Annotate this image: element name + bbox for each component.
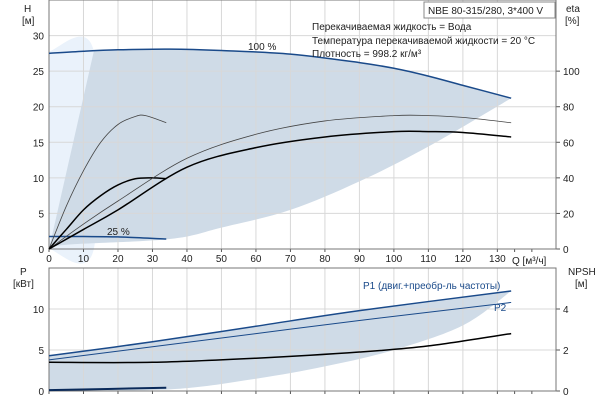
x-tick-label: 100 (386, 254, 403, 265)
x-tick-label: 80 (319, 254, 331, 265)
y-tick-label: 10 (33, 305, 45, 316)
series-line-2 (48, 114, 167, 250)
y-tick-label: 25 (33, 67, 45, 78)
y2-tick-label: 4 (563, 305, 569, 316)
x-tick-label: 60 (250, 254, 262, 265)
x-tick-label: 90 (354, 254, 366, 265)
series-line-2 (48, 332, 512, 364)
y-tick-label: 30 (33, 32, 45, 43)
y-tick-label: 5 (38, 346, 44, 357)
y2-tick-label: 60 (563, 138, 575, 149)
y2-tick-label: 0 (563, 245, 569, 256)
chart-title: NBE 80-315/280, 3*400 V (428, 6, 543, 17)
x-tick-label: 40 (181, 254, 193, 265)
series-line-0 (48, 290, 512, 357)
annotation-fluid: Перекачиваемая жидкость = Вода (312, 22, 472, 33)
y-tick-label: 0 (38, 387, 44, 398)
y2-tick-label: 100 (563, 67, 580, 78)
plot-frame (48, 267, 557, 392)
y2-tick-label: 80 (563, 103, 575, 114)
annotation-density: Плотность = 998.2 кг/м³ (312, 49, 422, 60)
y2-axis-label-eta: eta (566, 4, 580, 15)
operating-range-area (49, 49, 512, 249)
annotation-temperature: Температура перекачиваемой жидкости = 20… (312, 36, 535, 47)
series-line-4 (48, 114, 512, 250)
y-tick-label: 5 (38, 209, 44, 220)
y-tick-label: 10 (33, 174, 45, 185)
x-tick-label: 10 (78, 254, 90, 265)
label-P2: P2 (494, 303, 507, 314)
x-tick-label: 110 (420, 254, 436, 265)
series-line-1 (48, 301, 512, 361)
y2-tick-label: 40 (563, 174, 575, 185)
y2-axis-unit-eta: [%] (565, 16, 580, 27)
series-line-0 (48, 48, 512, 99)
label-25-percent: 25 % (107, 227, 130, 238)
plot-frame (48, 0, 557, 250)
y2-tick-label: 2 (563, 346, 569, 357)
y-axis-unit-P: [кВт] (13, 279, 34, 290)
y-tick-label: 0 (38, 245, 44, 256)
label-P1: P1 (двиг.+преобр-ль частоты) (363, 280, 500, 292)
y2-axis-unit-NPSH: [м] (575, 279, 588, 290)
y-tick-label: 20 (33, 103, 45, 114)
label-100-percent: 100 % (248, 42, 276, 53)
x-tick-label: 130 (489, 254, 506, 265)
x-tick-label: 0 (46, 254, 52, 265)
y-axis-label-H: H (24, 4, 31, 15)
x-tick-label: 30 (147, 254, 159, 265)
series-line-5 (48, 130, 512, 250)
y-axis-label-P: P (20, 267, 27, 278)
x-tick-label: 50 (216, 254, 228, 265)
series-line-1 (48, 235, 167, 240)
series-line-3 (48, 177, 167, 250)
x-axis-label: Q [м³/ч] (512, 256, 547, 267)
y2-axis-label-NPSH: NPSH (568, 267, 596, 278)
y2-tick-label: 20 (563, 209, 575, 220)
y-axis-unit-H: [м] (22, 16, 35, 27)
series-line-3 (48, 386, 167, 392)
y2-tick-label: 0 (563, 387, 569, 398)
x-tick-label: 70 (285, 254, 297, 265)
y-tick-label: 15 (33, 138, 45, 149)
x-tick-label: 20 (112, 254, 124, 265)
title-box (423, 1, 556, 19)
x-tick-label: 120 (455, 254, 472, 265)
